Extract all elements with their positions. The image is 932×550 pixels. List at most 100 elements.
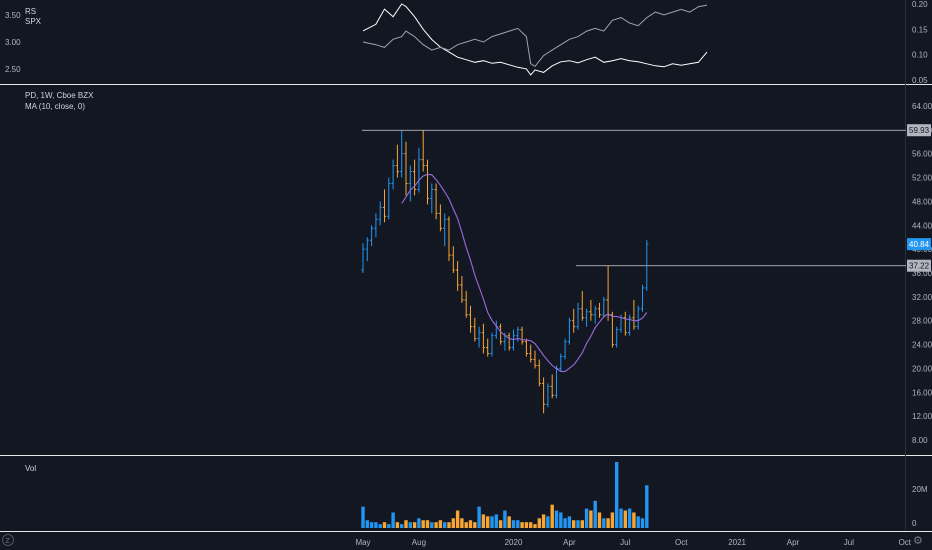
rs-legend-spx: SPX bbox=[25, 17, 42, 26]
volume-bar bbox=[430, 522, 434, 528]
level-resistance-badge: 37.22 bbox=[909, 262, 930, 271]
volume-bar bbox=[541, 514, 546, 528]
time-axis-label: Apr bbox=[787, 538, 800, 547]
volume-bar bbox=[546, 516, 550, 528]
volume-bar bbox=[507, 516, 511, 528]
time-axis-label: Jul bbox=[620, 538, 630, 547]
level-high-badge: 59.93 bbox=[909, 126, 930, 135]
volume-bar bbox=[382, 522, 387, 528]
volume-bar bbox=[387, 524, 391, 528]
volume-bar bbox=[498, 520, 503, 528]
volume-bar bbox=[404, 520, 408, 528]
volume-bar bbox=[447, 522, 451, 528]
rs-legend-rs: RS bbox=[25, 7, 37, 16]
volume-bar bbox=[636, 516, 640, 528]
volume-bar bbox=[511, 520, 516, 528]
volume-bar bbox=[460, 518, 464, 528]
volume-bar bbox=[554, 510, 559, 528]
volume-bar bbox=[524, 522, 529, 528]
time-axis-label: May bbox=[355, 538, 370, 547]
volume-bar bbox=[412, 522, 417, 528]
volume-bar bbox=[361, 506, 365, 528]
gear-icon: ⚙ bbox=[913, 535, 923, 547]
time-axis-label: 2020 bbox=[505, 538, 523, 547]
price-tick-label: 24.00 bbox=[912, 341, 932, 350]
time-axis-label: Oct bbox=[675, 538, 688, 547]
last-price-badge-bg bbox=[907, 238, 931, 251]
volume-bar bbox=[455, 510, 460, 528]
time-axis-label: Oct bbox=[899, 538, 912, 547]
volume-bar bbox=[606, 518, 610, 528]
price-tick-label: 52.00 bbox=[912, 174, 932, 183]
rs-right-tick-label: 0.20 bbox=[912, 0, 928, 9]
volume-bar bbox=[417, 518, 421, 528]
volume-bar bbox=[400, 524, 404, 528]
volume-bar bbox=[533, 524, 537, 528]
price-tick-label: 8.00 bbox=[912, 436, 928, 445]
volume-bar bbox=[451, 518, 455, 528]
volume-bar bbox=[486, 516, 490, 528]
volume-bar bbox=[374, 522, 378, 528]
spx-line bbox=[362, 4, 708, 68]
volume-bar bbox=[434, 522, 438, 528]
volume-bar bbox=[576, 520, 580, 528]
volume-bar bbox=[438, 520, 443, 528]
volume-bar bbox=[615, 461, 619, 528]
volume-bar bbox=[537, 518, 541, 528]
volume-bar bbox=[494, 514, 498, 528]
volume-bar bbox=[473, 522, 477, 528]
volume-bar bbox=[593, 500, 597, 528]
tradingview-z-icon bbox=[2, 534, 14, 546]
volume-pane-title[interactable]: Vol bbox=[25, 464, 37, 473]
volume-bar bbox=[567, 516, 572, 528]
volume-bar bbox=[584, 508, 589, 528]
price-tick-label: 48.00 bbox=[912, 197, 932, 206]
price-tick-label: 28.00 bbox=[912, 317, 932, 326]
volume-bar bbox=[645, 485, 649, 528]
level-high-badge-bg bbox=[907, 124, 931, 137]
volume-bar bbox=[627, 508, 632, 528]
last-price-badge: 40.84 bbox=[909, 240, 930, 249]
rs-left-tick-label: 3.50 bbox=[5, 11, 21, 20]
moving-average-line bbox=[401, 173, 648, 372]
volume-bar bbox=[632, 512, 636, 528]
volume-bar bbox=[421, 520, 425, 528]
volume-bar bbox=[559, 512, 563, 528]
price-tick-label: 20.00 bbox=[912, 364, 932, 373]
time-axis-label: 2021 bbox=[728, 538, 746, 547]
level-resistance-badge-bg bbox=[907, 259, 931, 272]
volume-bar bbox=[378, 524, 382, 528]
volume-bar bbox=[580, 520, 584, 528]
rs-right-tick-label: 0.10 bbox=[912, 51, 928, 60]
price-tick-label: 16.00 bbox=[912, 388, 932, 397]
tradingview-z-icon-glyph: Z bbox=[6, 538, 11, 545]
volume-bar bbox=[550, 504, 554, 528]
volume-bar bbox=[563, 518, 567, 528]
time-axis-label: Jul bbox=[844, 538, 854, 547]
time-axis-label: Apr bbox=[563, 538, 576, 547]
price-tick-label: 12.00 bbox=[912, 412, 932, 421]
volume-bar bbox=[503, 510, 507, 528]
rs-left-tick-label: 3.00 bbox=[5, 38, 21, 47]
price-tick-label: 64.00 bbox=[912, 102, 932, 111]
volume-bar bbox=[640, 518, 645, 528]
volume-bar bbox=[369, 522, 374, 528]
volume-tick-label: 20M bbox=[912, 485, 928, 494]
price-tick-label: 44.00 bbox=[912, 221, 932, 230]
volume-bar bbox=[365, 520, 369, 528]
price-tick-label: 56.00 bbox=[912, 150, 932, 159]
volume-bar bbox=[572, 520, 576, 528]
volume-bar bbox=[610, 512, 615, 528]
volume-bar bbox=[481, 514, 486, 528]
volume-bar bbox=[443, 522, 447, 528]
volume-bar bbox=[589, 510, 593, 528]
symbol-title[interactable]: PD, 1W, Cboe BZX bbox=[25, 91, 94, 100]
volume-bar bbox=[408, 522, 412, 528]
volume-bar bbox=[477, 506, 481, 528]
price-tick-label: 36.00 bbox=[912, 269, 932, 278]
volume-bar bbox=[516, 520, 520, 528]
volume-bar bbox=[490, 516, 494, 528]
ma-indicator-title[interactable]: MA (10, close, 0) bbox=[25, 102, 86, 111]
